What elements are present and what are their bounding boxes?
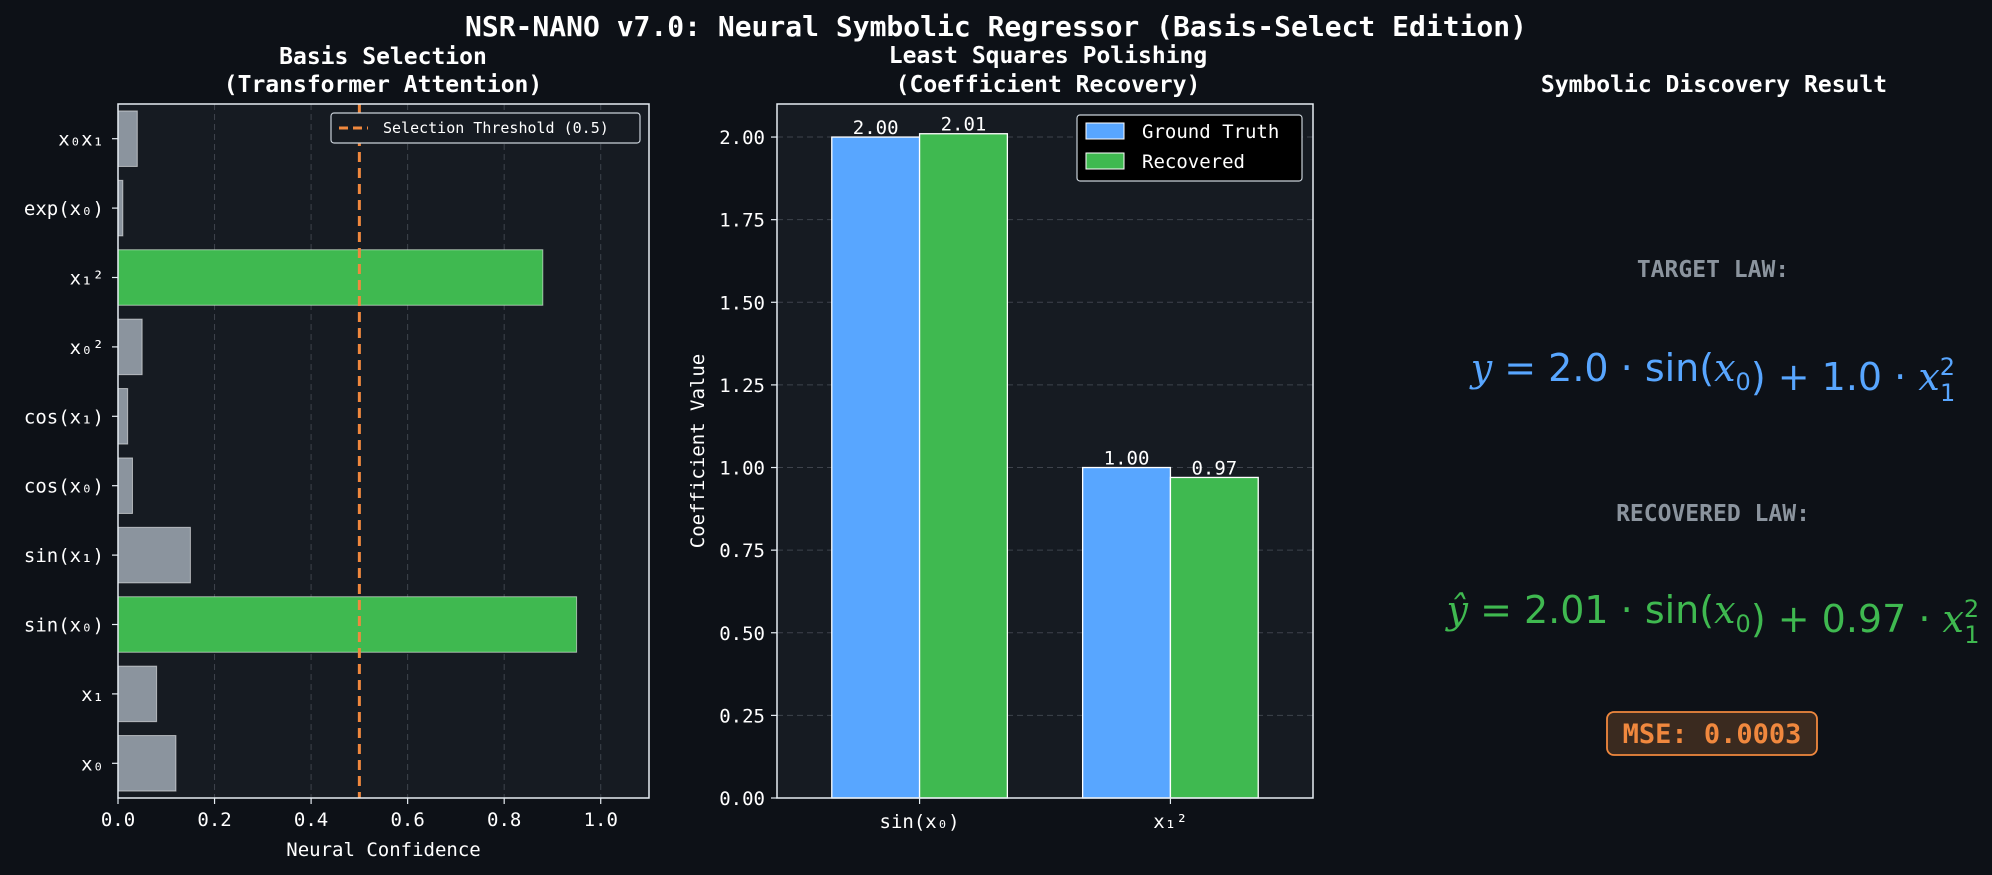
coef-bar-value-label: 2.01 (941, 114, 987, 136)
basis-ytick-label: x₁ (81, 684, 104, 706)
legend-ground-truth-label: Ground Truth (1142, 121, 1279, 143)
coef-ytick-label: 1.25 (719, 375, 765, 397)
basis-xtick-label: 1.0 (584, 809, 618, 831)
basis-xtick-label: 0.8 (487, 809, 521, 831)
basis-selection-chart: Basis Selection (Transformer Attention) … (24, 44, 650, 861)
recovered-bar (1169, 476, 1259, 799)
recovered-law-equation: ŷ = 2.01 · sin(x0) + 0.97 · x2 1 (1445, 588, 1980, 649)
basis-chart-bars (117, 110, 578, 792)
basis-chart-legend: Selection Threshold (0.5) (330, 112, 641, 144)
coef-ytick-label: 1.75 (719, 210, 765, 232)
basis-chart-title-line1: Basis Selection (279, 44, 487, 70)
basis-legend-threshold-label: Selection Threshold (0.5) (383, 119, 609, 137)
coef-chart-title-line1: Least Squares Polishing (889, 43, 1208, 69)
basis-bar (117, 665, 158, 723)
coef-ytick-label: 0.75 (719, 540, 765, 562)
ground-truth-bar (831, 136, 921, 799)
coef-ytick-label: 0.00 (719, 788, 765, 810)
coef-chart-frame (776, 103, 1314, 799)
coefficient-recovery-chart: Least Squares Polishing (Coefficient Rec… (687, 43, 1314, 833)
basis-ytick-label: x₀x₁ (58, 129, 104, 151)
basis-bar (117, 735, 177, 792)
basis-ytick-label: x₀ (81, 753, 104, 775)
basis-bar (117, 388, 129, 445)
basis-ytick-label: cos(x₀) (24, 476, 104, 498)
coef-chart-title-line2: (Coefficient Recovery) (896, 72, 1201, 98)
basis-bar (117, 457, 133, 514)
basis-legend-box (330, 112, 641, 144)
mse-badge (1606, 711, 1818, 756)
basis-ytick-label: exp(x₀) (24, 198, 104, 220)
basis-chart-title-line2: (Transformer Attention) (224, 72, 543, 98)
basis-ytick-label: sin(x₀) (24, 615, 104, 637)
coef-ytick-label: 0.50 (719, 623, 765, 645)
legend-ground-truth-swatch (1085, 122, 1125, 140)
basis-bar (117, 110, 138, 167)
recovered-law-heading: RECOVERED LAW: (1616, 501, 1810, 527)
mse-value: MSE: 0.0003 (1623, 719, 1802, 750)
target-law-equation: y = 2.0 · sin(x0) + 1.0 · x2 1 (1469, 346, 1956, 407)
legend-recovered-label: Recovered (1142, 151, 1245, 173)
basis-chart-plot-area (118, 104, 649, 798)
ground-truth-bar (1081, 466, 1172, 799)
coef-bar-value-label: 0.97 (1191, 457, 1237, 479)
basis-bar (117, 526, 191, 584)
basis-ytick-label: sin(x₁) (24, 545, 104, 567)
coef-ytick-label: 1.00 (719, 458, 765, 480)
coef-xtick-label: x₁² (1153, 811, 1187, 833)
basis-bar (117, 249, 544, 306)
result-panel-title: Symbolic Discovery Result (1541, 72, 1887, 98)
coef-legend-box (1076, 114, 1303, 182)
recovered-bar (918, 133, 1009, 799)
basis-xtick-label: 0.4 (294, 809, 328, 831)
basis-bar (117, 596, 578, 653)
coef-ytick-label: 1.50 (719, 292, 765, 314)
coef-chart-bars: 2.00 2.01 1.00 0.97 (831, 114, 1259, 799)
basis-chart-ticks: 0.0 0.2 0.4 0.6 0.8 1.0x₀x₁sin(x₀)sin(x₁)cos(… (24, 129, 618, 831)
coef-ytick-label: 0.25 (719, 705, 765, 727)
legend-recovered-swatch (1085, 152, 1125, 170)
figure-title: NSR-NANO v7.0: Neural Symbolic Regressor… (465, 10, 1527, 43)
basis-xtick-label: 0.2 (197, 809, 231, 831)
basis-xtick-label: 0.0 (101, 809, 135, 831)
target-law-heading: TARGET LAW: (1637, 257, 1789, 283)
basis-ytick-label: x₁² (70, 268, 104, 290)
symbolic-result-panel: Symbolic Discovery Result TARGET LAW: y … (1445, 72, 1980, 756)
basis-bar (117, 318, 143, 376)
basis-chart-frame (117, 103, 650, 799)
coef-chart-legend: Ground Truth Recovered (1076, 114, 1303, 182)
coef-xtick-label: sin(x₀) (880, 811, 960, 833)
coef-bar-value-label: 2.00 (853, 117, 899, 139)
coef-chart-ticks: 0.00 0.25 0.50 0.75 1.00 1.25 1.50 1.75 2.00 sin(… (719, 127, 1187, 833)
basis-chart-xlabel: Neural Confidence (286, 839, 480, 861)
coef-chart-ylabel: Coefficient Value (687, 354, 709, 548)
basis-ytick-label: cos(x₁) (24, 406, 104, 428)
coef-bar-value-label: 1.00 (1104, 448, 1150, 470)
coef-ytick-label: 2.00 (719, 127, 765, 149)
basis-xtick-label: 0.6 (390, 809, 424, 831)
basis-ytick-label: x₀² (70, 337, 104, 359)
